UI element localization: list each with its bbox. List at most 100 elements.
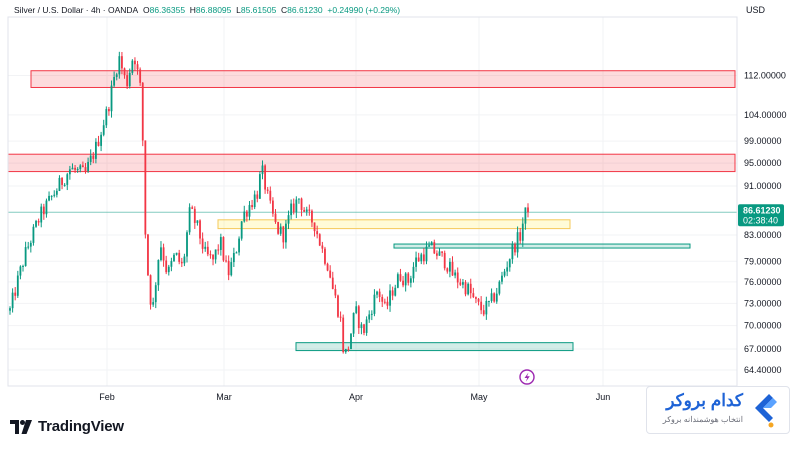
last-price-tag-bg [738, 204, 784, 227]
candle-body [292, 203, 295, 213]
y-tick-label: 91.00000 [744, 181, 782, 191]
candle-body [92, 155, 95, 159]
candle-body [266, 189, 269, 191]
y-tick-label: 73.00000 [744, 298, 782, 308]
candle-body [360, 324, 363, 329]
candle-body [389, 290, 391, 306]
candle-body [495, 293, 498, 302]
candle-body [521, 223, 524, 241]
candle-body [430, 242, 433, 246]
candle-body [420, 254, 423, 262]
candle-body [14, 292, 17, 296]
candle-body [188, 207, 191, 233]
candle-body [225, 260, 227, 262]
candle-body [199, 220, 201, 239]
candle-body [378, 291, 381, 297]
close-value: 86.61230 [287, 5, 323, 15]
candle-body [407, 273, 410, 283]
y-tick-label: 95.00000 [744, 158, 782, 168]
candle-body [477, 298, 480, 302]
candle-body [402, 280, 404, 286]
high-label: H [189, 5, 196, 15]
candle-body [32, 226, 35, 243]
candle-body [399, 274, 402, 281]
candle-body [373, 294, 376, 314]
candle-body [441, 251, 444, 253]
candle-body [105, 109, 108, 126]
candle-body [191, 207, 194, 209]
candle-body [313, 222, 316, 232]
candle-body [514, 244, 516, 253]
tradingview-brand[interactable]: TradingView [10, 418, 124, 435]
candle-body [186, 232, 188, 257]
candle-body [160, 247, 162, 260]
candle-body [316, 231, 319, 235]
currency-label[interactable]: USD [746, 5, 766, 15]
candle-body [396, 274, 399, 288]
candle-body [183, 256, 186, 264]
candle-body [394, 287, 397, 296]
candle-body [303, 209, 306, 212]
candle-body [154, 285, 157, 303]
y-tick-label: 112.00000 [744, 70, 786, 80]
candle-body [147, 234, 149, 276]
low-value: 85.61505 [240, 5, 277, 15]
candle-body [243, 211, 246, 222]
candle-body [100, 134, 103, 146]
candle-body [318, 234, 321, 246]
candle-body [76, 169, 79, 171]
candle-body [527, 207, 529, 213]
candle-body [121, 56, 123, 69]
candle-body [55, 190, 58, 195]
candle-body [469, 283, 472, 294]
candle-body [508, 259, 511, 268]
candle-body [467, 283, 470, 295]
candle-body [480, 301, 483, 311]
candle-body [40, 206, 43, 223]
candle-body [149, 275, 152, 305]
candle-body [94, 141, 97, 159]
candle-body [48, 195, 50, 201]
candle-body [519, 232, 522, 241]
candle-body [488, 300, 490, 302]
candle-body [490, 293, 493, 301]
candle-body [482, 310, 485, 315]
candle-body [136, 64, 139, 70]
price-axis[interactable]: 112.00000 104.00000 99.00000 95.00000 91.000… [744, 70, 787, 375]
candle-body [279, 226, 282, 234]
candle-body [227, 260, 230, 276]
open-value: 86.36355 [149, 5, 186, 15]
candle-body [298, 198, 300, 200]
last-price-value: 86.61230 [743, 205, 781, 215]
candle-body [381, 296, 384, 302]
x-tick-label: Jun [596, 392, 611, 402]
candle-body [232, 252, 235, 263]
candle-body [74, 167, 76, 170]
high-value: 86.88095 [195, 5, 232, 15]
candle-body [81, 165, 84, 168]
lightning-icon[interactable] [519, 369, 535, 385]
candle-body [329, 270, 332, 278]
candle-body [386, 301, 389, 306]
candle-body [363, 324, 365, 333]
candle-body [240, 221, 243, 239]
candle-body [331, 277, 334, 289]
candle-body [464, 282, 467, 295]
candle-body [235, 252, 238, 254]
time-axis[interactable]: Feb Mar Apr May Jun [99, 392, 610, 402]
candle-body [448, 261, 451, 272]
candle-body [337, 295, 339, 317]
candle-body [63, 184, 66, 186]
symbol-legend: Silver / U.S. Dollar · 4h · OANDA O86.36… [14, 5, 400, 15]
candle-body [248, 205, 251, 217]
candle-body [357, 306, 360, 329]
candle-body [350, 333, 352, 350]
candle-body [84, 167, 87, 172]
candle-body [110, 85, 113, 112]
candle-body [9, 308, 11, 311]
candle-body [433, 242, 436, 254]
candle-body [118, 56, 121, 75]
candle-body [324, 248, 326, 264]
plot-border [7, 16, 738, 387]
